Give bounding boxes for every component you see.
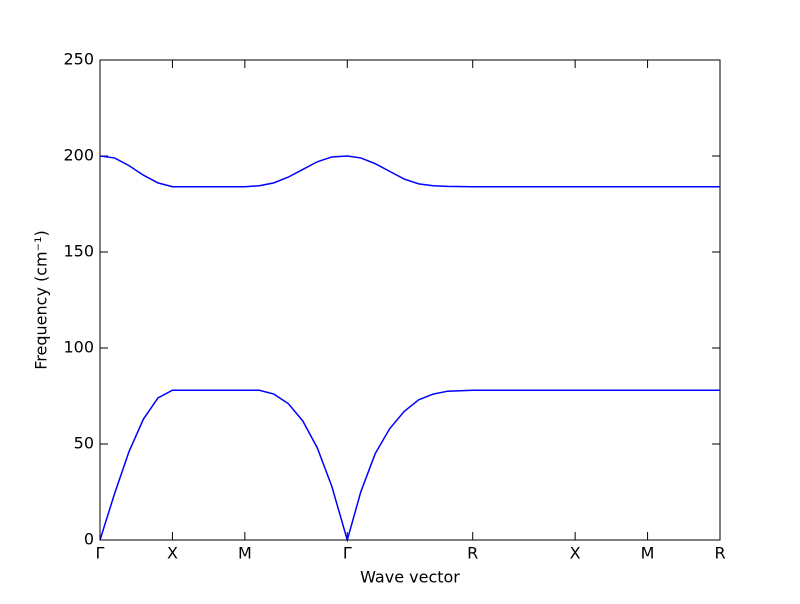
- y-tick-label: 50: [74, 434, 94, 453]
- band-line: [99, 389, 720, 543]
- x-tick-label: Γ: [343, 544, 352, 563]
- plot-frame: [99, 59, 721, 541]
- y-axis-label: Frequency (cm⁻¹): [32, 230, 51, 369]
- x-tick-label: M: [238, 544, 252, 563]
- y-tick-label: 0: [84, 530, 94, 549]
- x-tick-label: R: [467, 544, 478, 563]
- x-tick-label: Γ: [96, 544, 105, 563]
- x-tick-label: R: [714, 544, 725, 563]
- x-axis-label: Wave vector: [360, 568, 460, 587]
- y-tick-label: 200: [63, 146, 94, 165]
- y-tick-label: 150: [63, 242, 94, 261]
- band-line: [99, 155, 720, 188]
- y-tick-label: 100: [63, 338, 94, 357]
- x-tick-label: X: [570, 544, 581, 563]
- x-tick-label: X: [167, 544, 178, 563]
- x-tick-label: M: [641, 544, 655, 563]
- y-tick-label: 250: [63, 50, 94, 69]
